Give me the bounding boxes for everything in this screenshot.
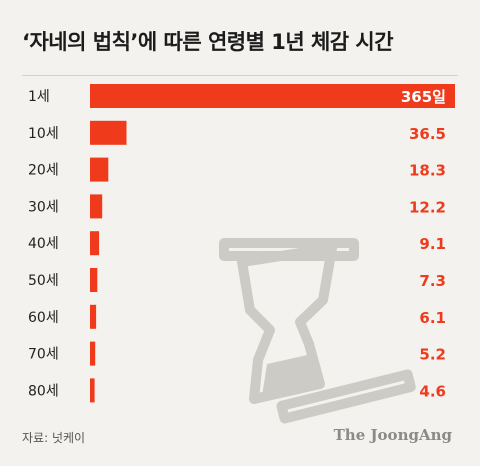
bar [90, 341, 96, 366]
value-label: 18.3 [409, 162, 446, 180]
value-label: 4.6 [419, 382, 446, 400]
publisher-logo: The JoongAng [333, 426, 452, 444]
value-label: 36.5 [409, 125, 446, 143]
value-label: 6.1 [419, 309, 446, 327]
value-label: 7.3 [419, 272, 446, 290]
hourglass-sand [262, 354, 316, 396]
bar [90, 194, 103, 219]
bar [90, 378, 95, 403]
source-note: 자료: 넛케이 [22, 431, 86, 445]
title-divider [22, 75, 458, 76]
hourglass-icon [219, 238, 416, 424]
category-label: 70세 [28, 347, 59, 363]
value-label: 365일 [401, 88, 446, 106]
bar [90, 231, 100, 256]
value-label: 12.2 [409, 198, 446, 216]
category-label: 80세 [28, 383, 59, 399]
category-label: 50세 [28, 273, 59, 289]
category-label: 30세 [28, 199, 59, 215]
category-label: 40세 [28, 236, 59, 252]
bar [90, 157, 109, 182]
value-label: 9.1 [419, 235, 446, 253]
bar [90, 268, 98, 292]
bar [90, 84, 455, 108]
category-label: 10세 [28, 126, 59, 142]
category-label: 1세 [28, 89, 50, 105]
chart-title: ‘자네의 법칙’에 따른 연령별 1년 체감 시간 [22, 30, 394, 54]
bar [90, 304, 97, 329]
value-label: 5.2 [419, 346, 446, 364]
bar [90, 120, 127, 145]
category-label: 60세 [28, 310, 59, 326]
category-label: 20세 [28, 163, 59, 179]
